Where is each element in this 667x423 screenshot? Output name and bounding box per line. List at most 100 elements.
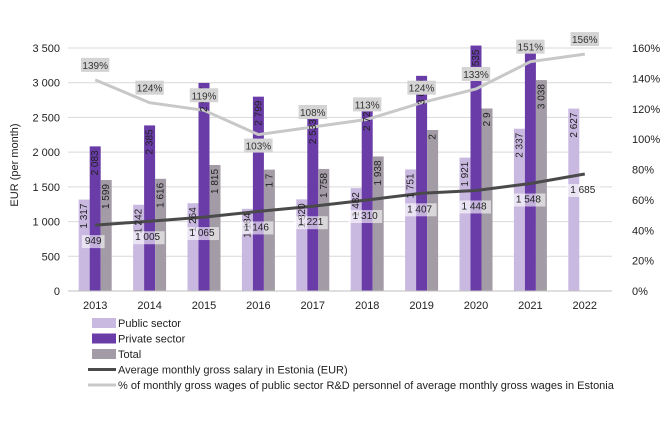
bar-value-label: 2 385	[145, 129, 156, 154]
bar-value-label: 2 9	[482, 112, 493, 126]
bar-value-label: 1 317	[79, 203, 90, 228]
bar-public-sector	[513, 128, 525, 291]
y2-tick-label: 100%	[632, 134, 660, 146]
avg-value-label: 1 065	[189, 228, 214, 239]
avg-label-bg	[457, 200, 491, 214]
bar-value-label: 3 038	[536, 84, 547, 109]
pct-label-bg	[461, 67, 491, 82]
avg-value-label: 1 310	[353, 211, 378, 222]
legend-label: % of monthly gross wages of public secto…	[118, 380, 615, 392]
avg-value-label: 1 685	[570, 185, 595, 196]
legend-label: Average monthly gross salary in Estonia …	[118, 365, 348, 377]
y2-tick-label: 0%	[632, 286, 648, 298]
avg-label-bg	[81, 235, 105, 249]
bar-value-label: 2 799	[253, 100, 264, 125]
pct-value-label: 108%	[300, 108, 326, 119]
y2-tick-label: 60%	[632, 195, 654, 207]
bar-private-sector	[361, 101, 373, 291]
avg-label-bg	[565, 184, 600, 198]
bar-private-sector	[524, 48, 536, 291]
x-tick-label: 2015	[192, 300, 216, 312]
pct-label-bg	[353, 97, 382, 112]
pct-value-label: 151%	[518, 43, 544, 54]
y2-tick-label: 160%	[632, 43, 660, 55]
pct-label-bg	[189, 88, 219, 103]
y-tick-label: 3 000	[32, 78, 60, 90]
bar-public-sector	[296, 199, 308, 291]
y2-tick-label: 140%	[632, 73, 660, 85]
bar-value-label: 2 533	[308, 119, 319, 144]
avg-value-label: 1 548	[516, 195, 541, 206]
bar-private-sector	[198, 82, 210, 291]
pct-label-bg	[135, 80, 164, 95]
pct-value-label: 119%	[192, 91, 217, 102]
avg-label-bg	[185, 227, 219, 241]
bar-total	[372, 156, 384, 291]
pct-value-label: 139%	[82, 61, 108, 72]
x-tick-label: 2022	[573, 300, 597, 312]
x-tick-label: 2013	[83, 300, 107, 312]
avg-value-label: 1 407	[407, 204, 432, 215]
y-tick-label: 0	[54, 286, 60, 298]
axes: 0 500 1 000 1 500 2 000 2 500 3 000 3 500 0% 20% 4…	[32, 43, 660, 312]
x-tick-label: 2014	[137, 300, 161, 312]
pct-label-bg	[298, 104, 327, 119]
bar-private-sector	[470, 45, 482, 291]
y2-tick-label: 40%	[632, 225, 654, 237]
pct-value-label: 124%	[137, 84, 163, 95]
bar-value-label: 1 938	[373, 160, 384, 185]
bar-value-label: 2 337	[514, 132, 525, 157]
bar-value-label: 1 242	[134, 208, 145, 233]
pct-value-label: 113%	[355, 100, 380, 111]
bar-value-label: 1 264	[188, 207, 199, 232]
legend-swatch	[92, 333, 116, 344]
y-tick-label: 3 500	[32, 43, 60, 55]
avg-label-bg	[511, 193, 546, 207]
y-tick-label: 1 000	[32, 217, 60, 229]
bar-value-label: 1 599	[101, 184, 112, 209]
x-tick-label: 2021	[518, 300, 542, 312]
bar-value-label: 1 758	[319, 173, 330, 198]
pct-label-bg	[516, 39, 545, 54]
x-tick-label: 2018	[355, 300, 379, 312]
y-axis-title: EUR (per month)	[9, 123, 21, 206]
avg-value-label: 1 448	[461, 201, 486, 212]
bar-total	[481, 108, 493, 291]
bar-value-label: 1 815	[210, 169, 221, 194]
legend-swatch	[92, 318, 116, 328]
avg-label-bg	[130, 231, 165, 245]
y-tick-label: 500	[42, 251, 60, 263]
y-tick-label: 2 500	[32, 112, 60, 124]
bar-value-label: 3 535	[471, 49, 482, 74]
y2-tick-label: 120%	[632, 104, 660, 116]
percent-line	[94, 52, 586, 137]
bar-private-sector	[416, 75, 428, 292]
bar-private-sector	[89, 146, 101, 291]
y2-tick-label: 20%	[632, 256, 654, 268]
legend-swatch	[92, 349, 116, 359]
pct-label-bg	[570, 32, 599, 47]
lines	[94, 52, 586, 227]
bar-private-sector	[252, 96, 264, 291]
bar-private-sector	[307, 115, 319, 292]
avg-label-bg	[402, 203, 437, 217]
average-salary-line	[95, 172, 586, 227]
bar-public-sector	[568, 108, 580, 291]
legend-label: Public sector	[118, 318, 181, 330]
bar-value-label: 2 083	[90, 150, 101, 175]
bar-value-label: 1 921	[460, 161, 471, 186]
bar-public-sector	[350, 188, 362, 291]
pct-value-label: 133%	[463, 70, 489, 81]
y2-tick-label: 80%	[632, 165, 654, 177]
x-tick-label: 2016	[246, 300, 270, 312]
bar-total	[318, 168, 330, 291]
avg-value-label: 1 005	[135, 232, 160, 243]
x-tick-label: 2017	[301, 300, 325, 312]
avg-value-label: 1 146	[244, 222, 269, 233]
bar-public-sector	[459, 157, 471, 291]
pct-label-bg	[407, 80, 436, 95]
bar-public-sector	[187, 203, 199, 291]
pct-value-label: 103%	[246, 142, 272, 153]
